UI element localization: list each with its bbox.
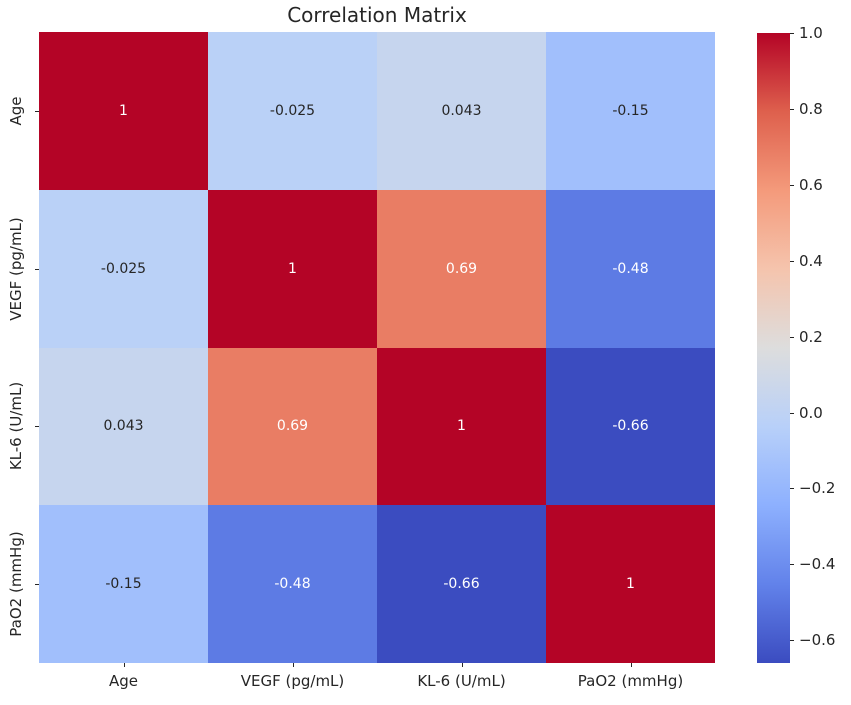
colorbar-tick xyxy=(790,184,794,186)
heatmap-cell: 0.043 xyxy=(377,32,546,190)
x-axis-tick xyxy=(630,663,632,667)
colorbar-tick xyxy=(790,260,794,262)
y-axis-tick xyxy=(35,110,39,112)
y-axis-tick xyxy=(35,426,39,428)
colorbar-tick xyxy=(790,336,794,338)
colorbar-tick xyxy=(790,488,794,490)
y-tick-label: PaO2 (mmHg) xyxy=(7,531,25,637)
x-axis-tick xyxy=(292,663,294,667)
cell-value: -0.48 xyxy=(612,260,649,277)
cell-value: 0.043 xyxy=(441,102,482,119)
x-axis-tick xyxy=(461,663,463,667)
cell-value: 0.69 xyxy=(445,260,478,277)
chart-title: Correlation Matrix xyxy=(287,3,467,27)
y-tick-label: Age xyxy=(7,96,25,126)
x-axis-tick xyxy=(123,663,125,667)
cell-value: -0.15 xyxy=(612,102,649,119)
cell-value: 1 xyxy=(119,102,128,119)
cell-value: 1 xyxy=(626,576,635,593)
cell-value: 1 xyxy=(457,418,466,435)
x-tick-label: KL-6 (U/mL) xyxy=(417,672,506,690)
cell-value: -0.66 xyxy=(443,576,480,593)
heatmap-grid: 1 -0.025 0.043 -0.15 -0.025 1 0.69 -0.48 0.043 0.… xyxy=(39,32,715,663)
heatmap-cell: -0.15 xyxy=(39,505,208,663)
colorbar-tick xyxy=(790,564,794,566)
heatmap-cell: 1 xyxy=(39,32,208,190)
colorbar-tick xyxy=(790,108,794,110)
heatmap-cell: -0.66 xyxy=(377,505,546,663)
heatmap-cell: 0.043 xyxy=(39,347,208,506)
x-tick-label: Age xyxy=(108,672,139,690)
cell-value: -0.025 xyxy=(100,260,147,277)
colorbar-tick-label: −0.2 xyxy=(799,479,836,498)
heatmap-cell: 1 xyxy=(377,347,546,506)
y-axis-tick xyxy=(35,268,39,270)
cell-value: 0.69 xyxy=(276,418,309,435)
cell-value: -0.48 xyxy=(274,576,311,593)
colorbar xyxy=(757,33,790,663)
y-tick-label: KL-6 (U/mL) xyxy=(7,382,25,471)
colorbar-tick-label: 0.2 xyxy=(799,327,823,346)
y-axis-tick xyxy=(35,584,39,586)
cell-value: -0.025 xyxy=(269,102,316,119)
colorbar-tick-label: 1.0 xyxy=(799,24,823,42)
colorbar-tick-label: 0.4 xyxy=(799,251,823,270)
heatmap-cell: 1 xyxy=(208,189,377,348)
heatmap-cell: -0.48 xyxy=(208,505,377,663)
heatmap-cell: -0.025 xyxy=(39,189,208,348)
colorbar-tick-label: 0.6 xyxy=(799,175,823,194)
colorbar-tick-label: 0.0 xyxy=(799,403,823,422)
x-tick-label: PaO2 (mmHg) xyxy=(577,672,684,690)
cell-value: -0.66 xyxy=(612,418,649,435)
heatmap-cell: -0.15 xyxy=(546,32,715,190)
colorbar-tick xyxy=(790,412,794,414)
heatmap-cell: -0.66 xyxy=(546,347,715,506)
y-tick-label: VEGF (pg/mL) xyxy=(7,216,25,321)
colorbar-tick-label: −0.6 xyxy=(799,631,836,650)
x-tick-label: VEGF (pg/mL) xyxy=(240,672,345,690)
colorbar-tick xyxy=(790,33,794,34)
colorbar-tick-label: 0.8 xyxy=(799,99,823,118)
colorbar-tick-label: −0.4 xyxy=(799,555,836,574)
heatmap-cell: 0.69 xyxy=(208,347,377,506)
colorbar-tick xyxy=(790,640,794,642)
cell-value: 0.043 xyxy=(103,418,144,435)
heatmap-cell: 1 xyxy=(546,505,715,663)
heatmap-cell: -0.025 xyxy=(208,32,377,190)
cell-value: 1 xyxy=(288,260,297,277)
heatmap-cell: 0.69 xyxy=(377,189,546,348)
cell-value: -0.15 xyxy=(105,576,142,593)
heatmap-cell: -0.48 xyxy=(546,189,715,348)
